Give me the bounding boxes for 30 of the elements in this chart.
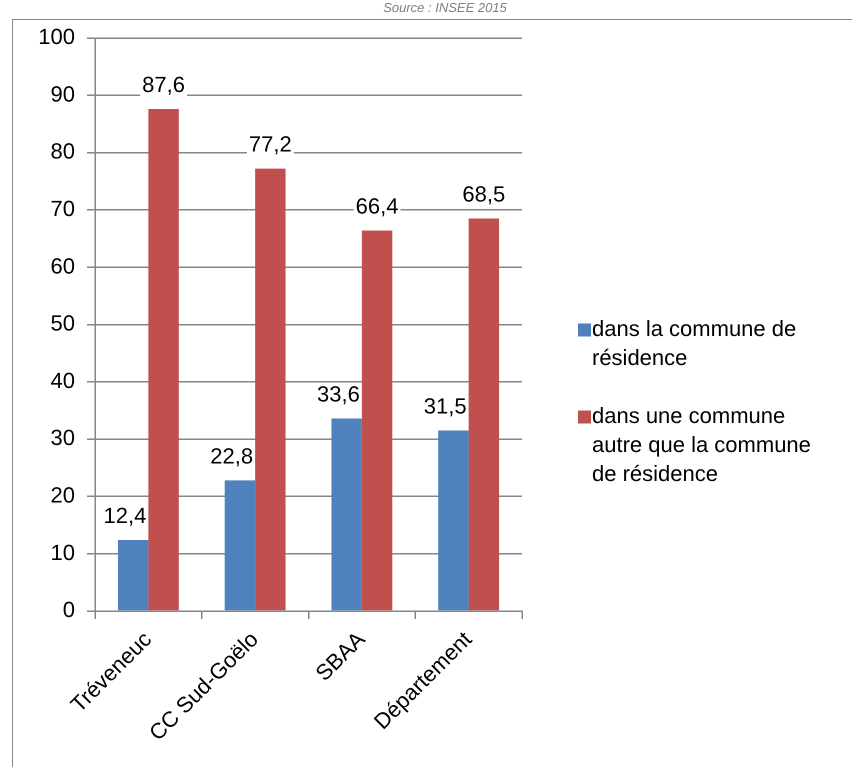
y-tick-label: 50 [50, 310, 75, 336]
y-tick-label: 80 [50, 138, 75, 164]
y-tick-label: 40 [50, 368, 75, 393]
y-tick-label: 90 [50, 81, 75, 106]
y-tick-label: 60 [50, 253, 75, 278]
data-label: 22,8 [210, 443, 254, 468]
data-label: 31,5 [424, 394, 467, 419]
y-tick-label: 10 [50, 540, 75, 565]
data-label: 77,2 [248, 132, 292, 157]
y-tick-label: 100 [38, 24, 75, 50]
source-note: Source : INSEE 2015 [383, 0, 508, 16]
legend-label: dans la commune de résidence [592, 316, 796, 370]
data-label: 12,4 [104, 503, 146, 528]
data-label: 33,6 [317, 382, 360, 407]
y-tick-label: 0 [62, 597, 75, 622]
bar [255, 168, 286, 610]
y-tick-label: 30 [50, 425, 75, 450]
bar [224, 480, 256, 610]
data-label: 66,4 [356, 194, 398, 219]
y-tick-label: 70 [50, 196, 75, 221]
bar [148, 109, 179, 610]
bar [468, 218, 500, 610]
data-label: 68,5 [462, 182, 506, 207]
y-tick-label: 20 [50, 482, 75, 508]
bar [331, 418, 362, 610]
legend-label: dans une commune autre que la commune de résidence [592, 403, 811, 486]
bar [362, 230, 392, 610]
bar [438, 430, 469, 610]
bar [118, 540, 148, 610]
data-label: 87,6 [142, 72, 185, 98]
